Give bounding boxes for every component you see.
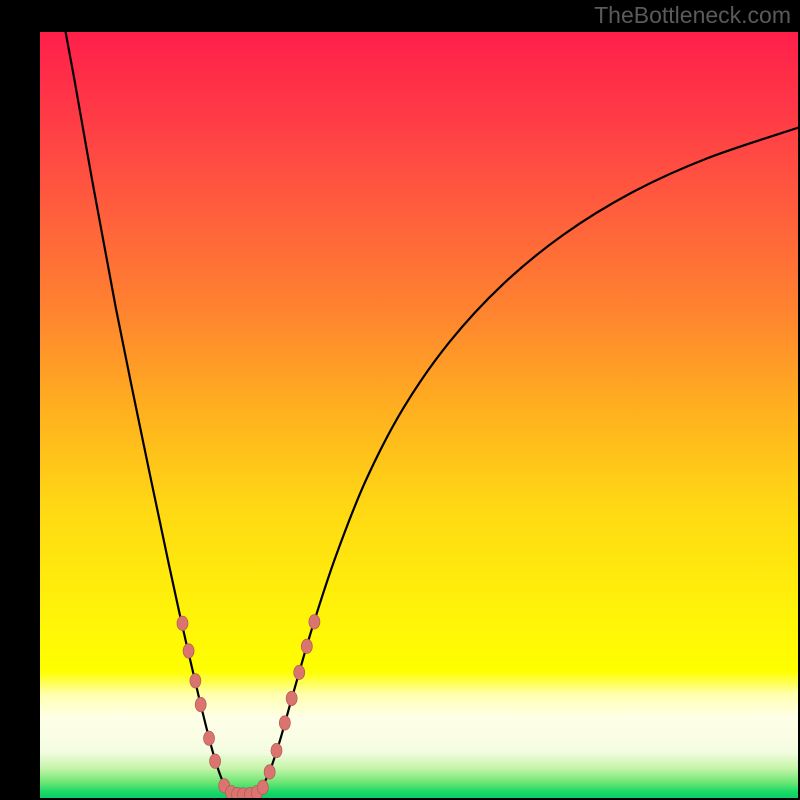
data-marker <box>271 743 282 757</box>
plot-area <box>40 32 798 798</box>
data-marker <box>177 616 188 630</box>
data-marker <box>286 691 297 705</box>
data-marker <box>294 665 305 679</box>
data-marker <box>301 639 312 653</box>
data-marker <box>309 615 320 629</box>
chart-stage: TheBottleneck.com <box>0 0 800 800</box>
data-marker <box>204 731 215 745</box>
data-marker <box>190 674 201 688</box>
plot-svg <box>40 32 798 798</box>
data-marker <box>183 644 194 658</box>
gradient-background <box>40 32 798 798</box>
data-marker <box>279 716 290 730</box>
data-marker <box>257 780 268 794</box>
watermark-text: TheBottleneck.com <box>594 2 791 29</box>
data-marker <box>264 765 275 779</box>
data-marker <box>210 754 221 768</box>
data-marker <box>195 697 206 711</box>
